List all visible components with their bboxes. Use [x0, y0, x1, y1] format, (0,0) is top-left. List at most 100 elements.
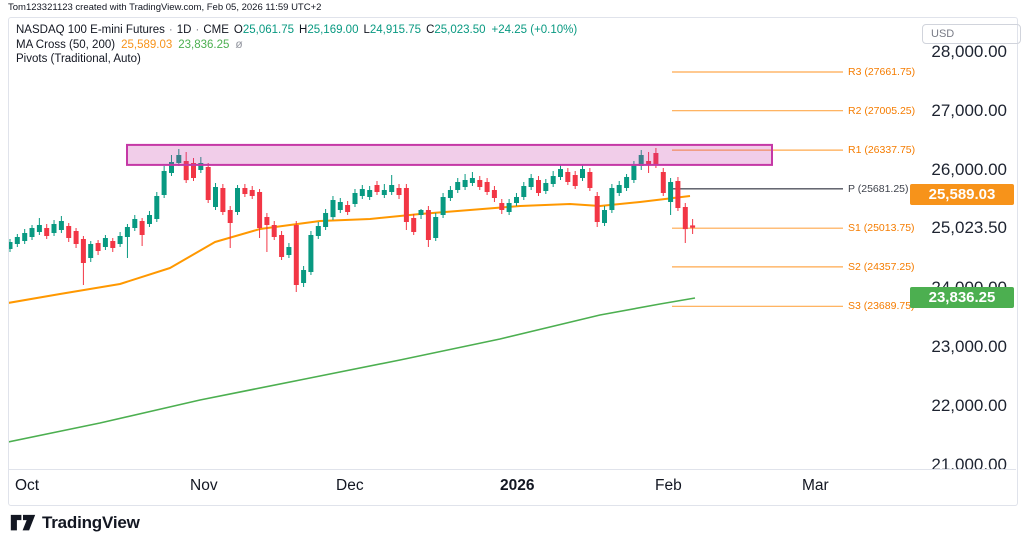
pivot-lines-layer — [672, 71, 843, 307]
candle-body — [264, 217, 270, 225]
candle-body — [22, 233, 28, 241]
time-axis-separator — [8, 469, 1016, 470]
candle-body — [609, 188, 615, 210]
candles-layer — [9, 148, 696, 292]
pivot-label-s2: S2 (24357.25) — [848, 260, 915, 273]
candle-body — [653, 153, 659, 165]
candle-body — [550, 176, 556, 184]
attribution-text: Tom123321123 created with TradingView.co… — [8, 2, 322, 13]
candle-body — [484, 182, 490, 192]
candle-body — [638, 155, 644, 166]
low-key: L — [363, 24, 370, 36]
price-axis-label: 26,000.00 — [931, 160, 1007, 179]
exchange-label: CME — [203, 24, 229, 36]
drawings-layer[interactable] — [126, 143, 773, 166]
candle-body — [36, 225, 42, 232]
legend-symbol-row: NASDAQ 100 E-mini Futures · 1D · CME O25,061.… — [16, 23, 577, 37]
candle-body — [521, 186, 527, 197]
resistance-zone-rectangle[interactable] — [126, 143, 773, 166]
legend-ma-cross-row: MA Cross (50, 200) 25,589.03 23,836.25 ø — [16, 37, 577, 52]
open-value: 25,061.75 — [242, 24, 294, 36]
legend-separator: · — [168, 24, 173, 36]
candle-body — [491, 190, 497, 198]
candle-body — [29, 228, 35, 237]
ma-50-line — [9, 195, 691, 304]
candle-body — [73, 231, 79, 244]
candle-body — [110, 241, 116, 248]
candle-body — [205, 167, 211, 200]
candle-body — [572, 175, 578, 186]
candle-body — [668, 182, 674, 202]
current-price-label: 25,023.50 — [931, 217, 1007, 237]
legend-separator: · — [195, 24, 200, 36]
pivot-label-s3: S3 (23689.75) — [848, 300, 915, 313]
candle-body — [154, 196, 160, 219]
candle-body — [352, 193, 358, 204]
pivot-label-p: P (25681.25) — [848, 182, 909, 195]
candle-body — [367, 190, 373, 197]
candle-body — [616, 185, 622, 193]
candle-body — [594, 196, 600, 222]
candle-body — [660, 172, 666, 193]
candle-body — [323, 213, 329, 227]
time-axis-label-dec: Dec — [336, 477, 364, 494]
candle-body — [396, 188, 402, 195]
candle-body — [337, 202, 343, 210]
symbol-title: NASDAQ 100 E-mini Futures — [16, 24, 165, 36]
candle-body — [462, 180, 468, 187]
candle-body — [176, 155, 182, 163]
candle-body — [506, 203, 512, 212]
pivot-label-r1: R1 (26337.75) — [848, 144, 916, 157]
candle-body — [602, 210, 607, 223]
price-axis-label: 27,000.00 — [931, 101, 1007, 120]
candle-body — [124, 227, 130, 237]
candle-body — [191, 163, 196, 178]
legend: NASDAQ 100 E-mini Futures · 1D · CME O25,061.… — [16, 23, 577, 66]
ma200-legend-value: 23,836.25 — [178, 39, 230, 51]
candle-body — [235, 188, 240, 212]
candle-body — [132, 219, 138, 228]
time-axis[interactable]: Oct Nov Dec 2026 Feb Mar — [0, 470, 1024, 504]
candle-body — [514, 197, 519, 203]
low-value: 24,915.75 — [369, 24, 422, 36]
candle-body — [249, 190, 255, 196]
candle-body — [315, 226, 321, 236]
candle-body — [9, 242, 13, 249]
ma-cross-title: MA Cross (50, 200) — [16, 39, 116, 51]
time-axis-label-oct: Oct — [15, 477, 40, 494]
candle-body — [558, 169, 563, 177]
currency-selector[interactable]: USD — [922, 24, 1021, 44]
time-axis-label-nov: Nov — [190, 477, 218, 494]
candle-body — [183, 161, 189, 181]
time-axis-label-mar: Mar — [802, 477, 829, 494]
candle-body — [374, 185, 380, 192]
tradingview-logo[interactable]: TradingView — [10, 512, 140, 534]
candle-body — [587, 172, 593, 188]
close-key: C — [426, 24, 435, 36]
candle-body — [528, 178, 534, 187]
candle-body — [389, 185, 395, 192]
candle-body — [286, 247, 292, 255]
close-value: 25,023.50 — [434, 24, 486, 36]
candle-body — [646, 161, 652, 165]
candle-body — [227, 210, 233, 223]
candle-body — [44, 228, 50, 236]
candle-body — [580, 169, 585, 178]
high-key: H — [299, 24, 308, 36]
candle-body — [198, 163, 204, 170]
candle-body — [102, 238, 108, 247]
price-axis[interactable]: 28,000.00 27,000.00 26,000.00 24,000.00 23,0… — [0, 17, 1024, 469]
candle-body — [66, 226, 72, 238]
candle-body — [359, 189, 365, 196]
price-axis-label: 21,000.00 — [931, 455, 1007, 469]
candle-body — [139, 221, 145, 235]
candle-body — [675, 181, 681, 208]
ma-200-line — [9, 297, 696, 443]
candle-body — [682, 207, 688, 230]
candle-body — [440, 197, 446, 215]
tradingview-logo-text: TradingView — [42, 513, 140, 532]
price-axis-label: 23,000.00 — [931, 337, 1007, 356]
candle-body — [330, 200, 336, 218]
